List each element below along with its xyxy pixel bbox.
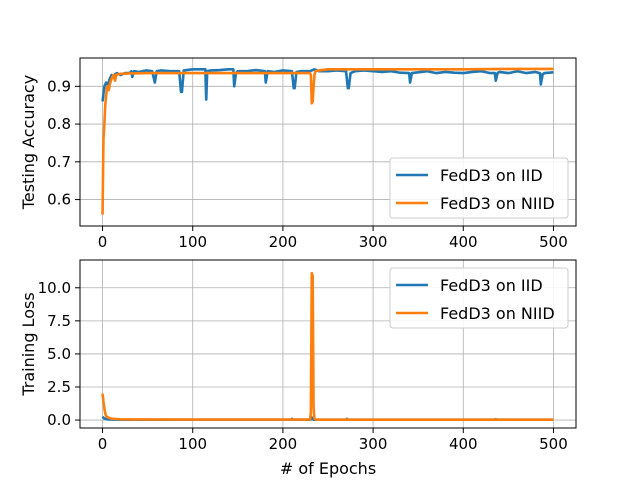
legend-label: FedD3 on NIID: [440, 304, 555, 323]
x-tick-label: 200: [269, 435, 298, 453]
x-tick-label: 400: [449, 435, 478, 453]
legend-label: FedD3 on IID: [440, 276, 543, 295]
series-line-fedd3-on-niid: [101, 271, 554, 421]
x-tick-label: 400: [449, 233, 478, 251]
y-tick-label: 7.5: [47, 312, 71, 330]
x-tick-label: 200: [269, 233, 298, 251]
y-tick-label: 0.0: [47, 411, 71, 429]
legend-label: FedD3 on IID: [440, 166, 543, 185]
legend-box: [389, 157, 569, 219]
plot-frame: [79, 57, 577, 227]
legend-box: [389, 267, 569, 329]
x-tick-label: 500: [539, 233, 568, 251]
training-loss-panel: 0 100 200 300 400 500 0.0 2.5 5.0 7.5 10.0Training…: [19, 259, 577, 478]
legend-label: FedD3 on NIID: [440, 194, 555, 213]
x-tick-label: 300: [359, 233, 388, 251]
y-tick-label: 5.0: [47, 345, 71, 363]
plot-frame: [79, 259, 577, 429]
x-tick-label: 500: [539, 435, 568, 453]
x-axis-label: # of Epochs: [280, 459, 376, 478]
x-tick-label: 0: [98, 435, 108, 453]
y-tick-label: 10.0: [38, 279, 71, 297]
x-tick-label: 300: [359, 435, 388, 453]
y-tick-label: 0.8: [47, 115, 71, 133]
y-axis-label: Testing Accuracy: [19, 75, 38, 210]
x-tick-label: 100: [178, 435, 207, 453]
y-tick-label: 0.6: [47, 191, 71, 209]
x-tick-label: 0: [98, 233, 108, 251]
series-line-fedd3-on-niid: [101, 67, 554, 215]
x-tick-label: 100: [178, 233, 207, 251]
series-line-fedd3-on-iid: [101, 68, 554, 102]
y-tick-label: 0.7: [47, 153, 71, 171]
y-tick-label: 0.9: [47, 77, 71, 95]
testing-accuracy-panel: 0 100 200 300 400 500 0.6 0.7 0.8 0.9 Testing Accu…: [19, 57, 577, 251]
y-tick-label: 2.5: [47, 378, 71, 396]
y-axis-label: Training Loss: [19, 292, 38, 396]
